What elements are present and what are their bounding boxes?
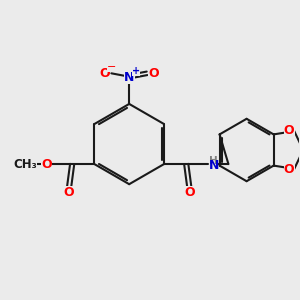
Text: O: O	[284, 163, 294, 176]
Text: N: N	[124, 71, 134, 84]
Text: O: O	[184, 186, 194, 199]
Text: O: O	[148, 67, 159, 80]
Text: CH₃: CH₃	[13, 158, 37, 171]
Text: O: O	[284, 124, 294, 137]
Text: O: O	[64, 186, 74, 199]
Text: O: O	[100, 67, 110, 80]
Text: H: H	[209, 156, 218, 166]
Text: +: +	[132, 66, 140, 76]
Text: −: −	[107, 62, 116, 72]
Text: O: O	[41, 158, 52, 171]
Text: N: N	[209, 159, 220, 172]
